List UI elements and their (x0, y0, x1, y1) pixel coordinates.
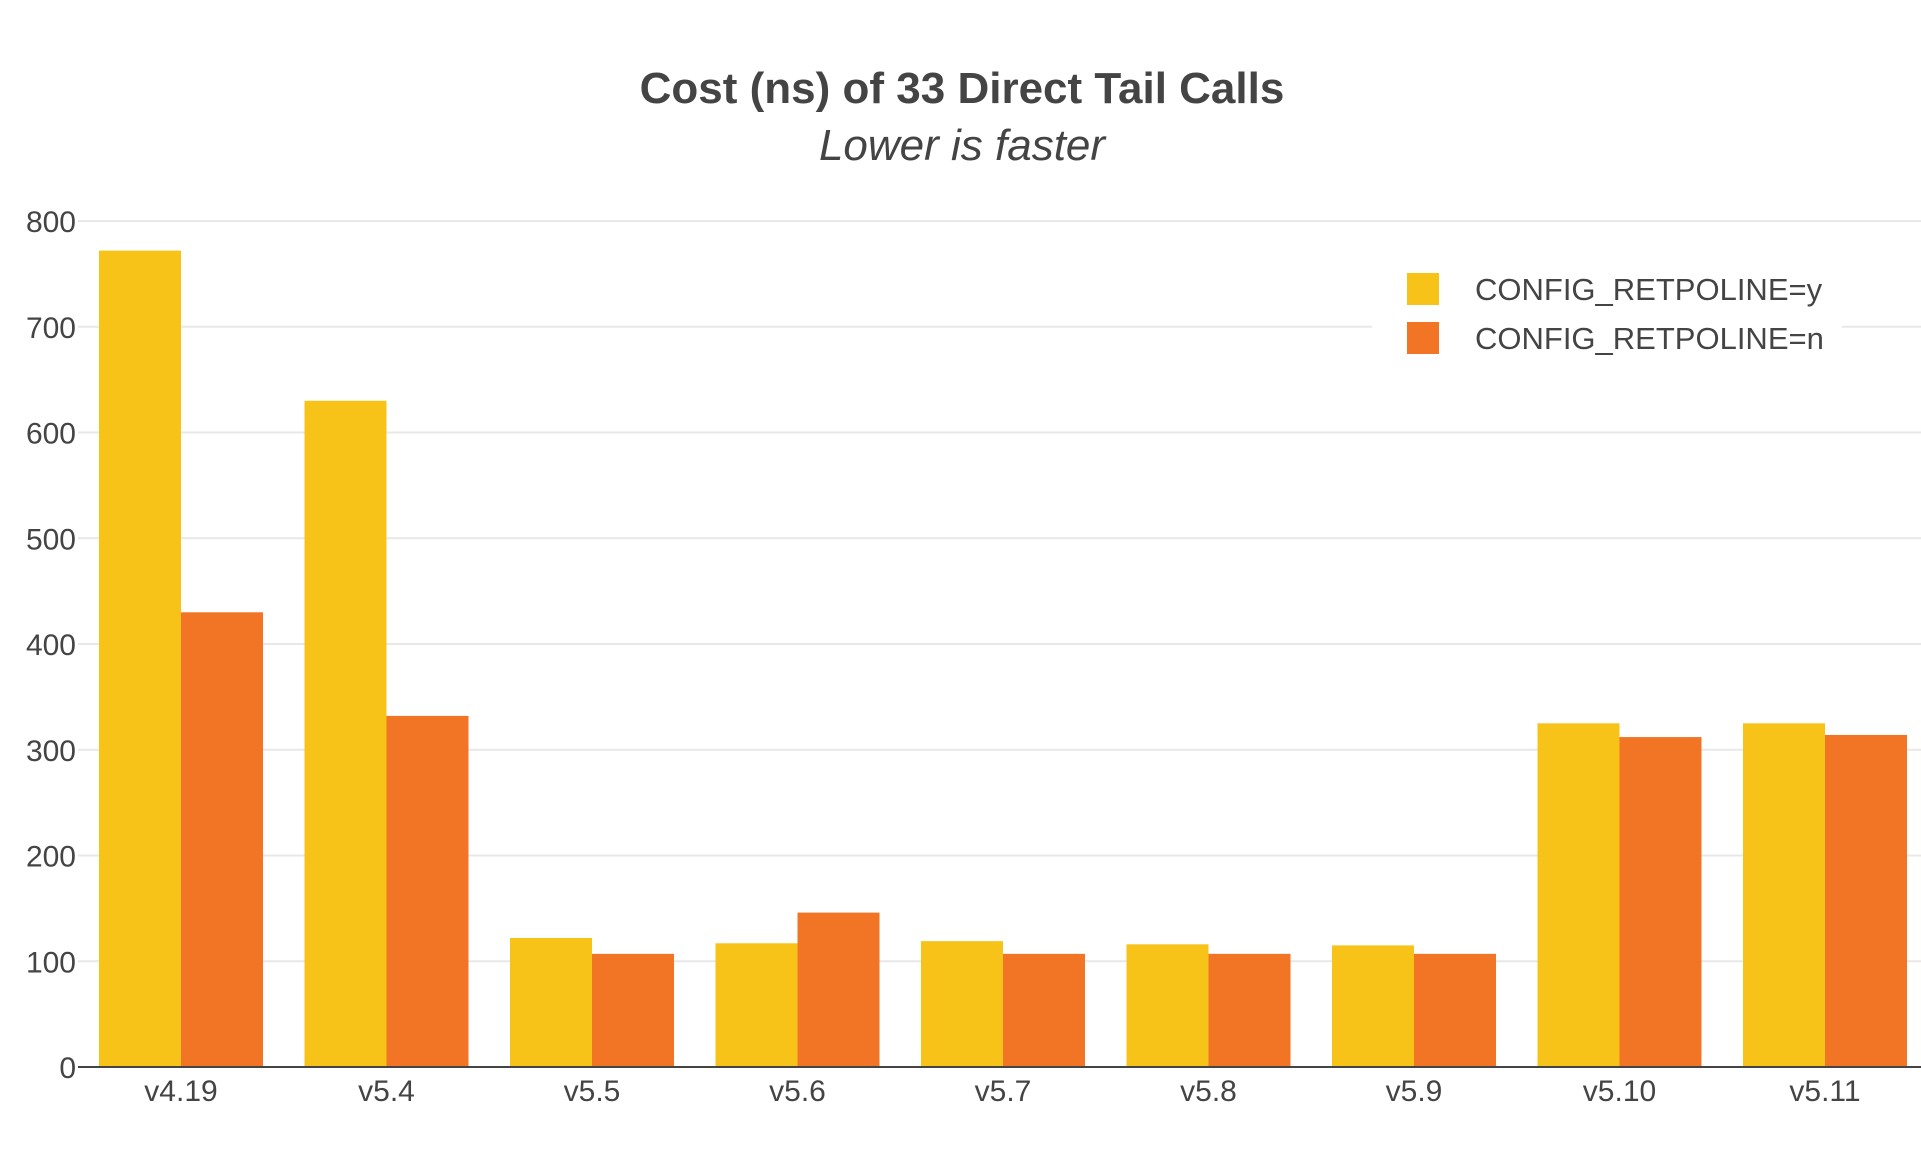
legend-swatch (1407, 322, 1439, 354)
bar-v5.5-retpoline-n (592, 953, 674, 1067)
y-tick-label: 700 (26, 312, 76, 345)
bar-v5.9-retpoline-n (1414, 953, 1496, 1067)
legend: CONFIG_RETPOLINE=y CONFIG_RETPOLINE=n (1372, 258, 1842, 373)
bar-v5.6-retpoline-y (715, 943, 798, 1067)
chart-subtitle: Lower is faster (819, 121, 1107, 170)
x-tick-label: v5.7 (975, 1075, 1032, 1108)
bar-v5.5-retpoline-y (510, 937, 592, 1067)
bar-v5.10-retpoline-y (1537, 723, 1620, 1067)
axes: 0 100 200 300 400 500 600 700 800 v4.19 v5.4 v5.5 v5… (26, 206, 1921, 1108)
bar-v5.6-retpoline-n (797, 912, 880, 1067)
x-tick-label: v5.10 (1583, 1075, 1656, 1108)
bar-v5.8-retpoline-n (1208, 953, 1291, 1067)
x-tick-label: v5.6 (769, 1075, 826, 1108)
y-tick-label: 600 (26, 418, 76, 451)
bar-v5.8-retpoline-y (1126, 944, 1209, 1067)
bar-v5.7-retpoline-n (1003, 953, 1085, 1067)
y-tick-label: 0 (59, 1052, 76, 1085)
legend-label: CONFIG_RETPOLINE=y (1475, 272, 1823, 307)
x-tick-label: v5.4 (358, 1075, 415, 1108)
y-tick-label: 100 (26, 946, 76, 979)
legend-swatch (1407, 273, 1439, 305)
bar-v4.19-retpoline-n (181, 612, 263, 1067)
y-tick-label: 500 (26, 523, 76, 556)
x-tick-label: v5.11 (1789, 1075, 1860, 1108)
bar-v5.4-retpoline-n (386, 715, 469, 1067)
y-tick-label: 300 (26, 735, 76, 768)
bar-v5.4-retpoline-y (304, 400, 387, 1067)
x-tick-label: v4.19 (144, 1075, 217, 1108)
bar-v5.7-retpoline-y (921, 941, 1003, 1067)
bar-v5.11-retpoline-y (1743, 723, 1825, 1067)
bar-v4.19-retpoline-y (99, 250, 181, 1068)
y-tick-label: 200 (26, 841, 76, 874)
legend-background (1372, 258, 1842, 373)
x-tick-label: v5.5 (564, 1075, 621, 1108)
chart-title: Cost (ns) of 33 Direct Tail Calls (640, 64, 1285, 113)
x-tick-label: v5.8 (1180, 1075, 1237, 1108)
y-tick-label: 400 (26, 629, 76, 662)
legend-label: CONFIG_RETPOLINE=n (1475, 321, 1824, 356)
x-tick-label: v5.9 (1386, 1075, 1443, 1108)
y-tick-label: 800 (26, 206, 76, 239)
bars (99, 250, 1907, 1068)
bar-v5.11-retpoline-n (1825, 734, 1907, 1067)
bar-v5.10-retpoline-n (1619, 737, 1702, 1067)
bar-v5.9-retpoline-y (1332, 945, 1414, 1067)
